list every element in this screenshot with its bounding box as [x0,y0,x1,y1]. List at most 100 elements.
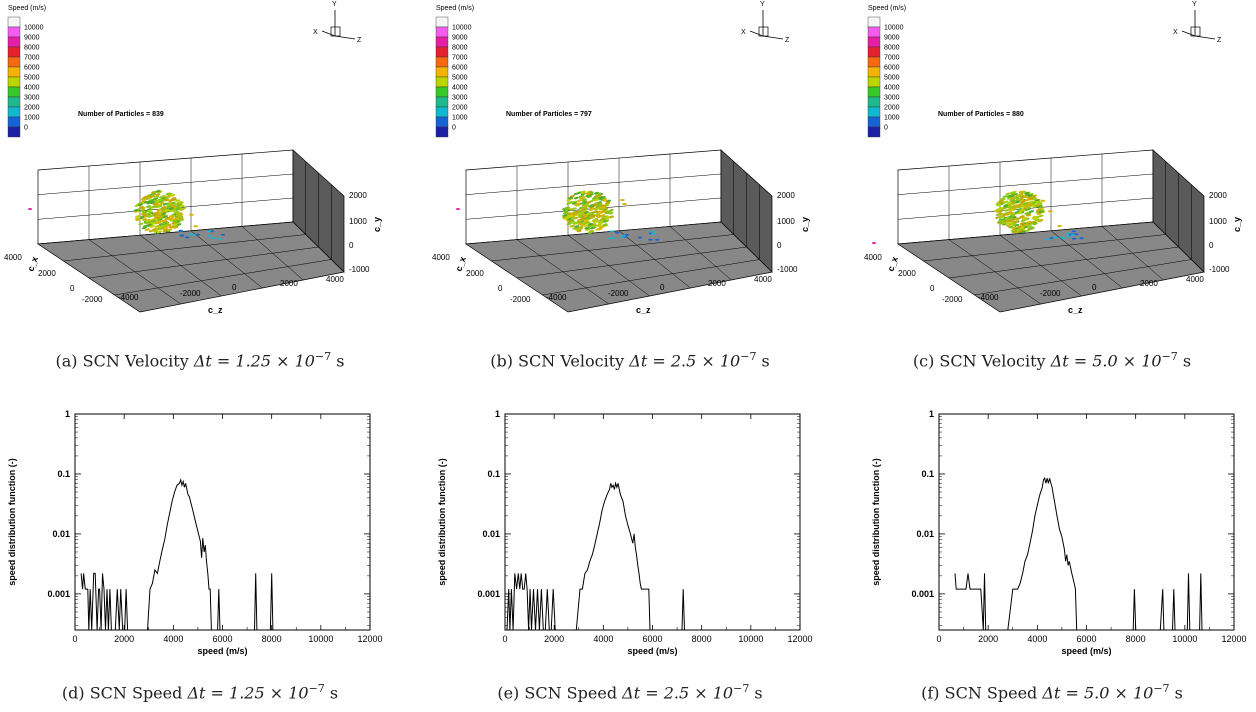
particle [655,238,660,241]
particle [154,195,160,199]
particle [1071,230,1076,233]
particle [1038,214,1044,218]
axis-tick-label-z: 2000 [708,279,726,288]
particle [573,222,579,225]
particle [584,192,590,195]
axis-tick-label-y: 1000 [349,217,367,226]
legend-swatch [867,26,881,38]
particle [163,225,169,229]
axis-tick-label-y: -1000 [777,265,798,274]
legend-swatch [7,126,21,138]
caption-exponent: −7 [308,682,325,695]
particle [573,196,579,200]
x-axis-title: speed (m/s) [197,646,247,656]
particle [1036,212,1042,216]
particle [585,194,591,198]
particle [599,210,605,213]
caption-unit: s [1174,683,1183,703]
back-wall-gridline [897,173,1154,195]
y-tick-label: 0.001 [47,589,70,599]
legend-swatch [867,46,881,58]
x-tick-label: 12000 [357,634,382,644]
particle [164,209,170,212]
caption-prefix: (b) SCN Velocity [490,351,625,371]
particle [567,196,574,200]
legend-tick-label: 7000 [24,55,40,62]
particle [580,218,586,221]
particle [598,225,604,229]
axis-title-z: c_z [636,305,651,315]
particle [168,199,174,202]
speed-chart-svg: 0 2000 4000 6000 8000 10000 12000 1 0.1 0.01 0.001… [7,409,383,656]
particle [1012,204,1018,207]
caption-unit: s [336,351,345,371]
x-tick-label: 2000 [114,634,134,644]
particle [997,212,1003,216]
legend-tick-label: 8000 [884,45,900,52]
legend-swatch [7,66,21,78]
particle [1017,203,1023,206]
caption-exponent: −7 [1153,682,1170,695]
x-tick-label: 10000 [738,634,763,644]
particle-plot-c: Speed (m/s) 10000 9000 8000 7000 6000 5000 4000… [860,0,1256,330]
axis-tick-label-z: 2000 [280,279,298,288]
particle [593,191,600,195]
particle [146,212,153,215]
particle [1011,216,1017,219]
particle [576,229,582,233]
particle [1024,212,1030,215]
y-tick-label: 1 [65,409,70,419]
triad-label-x: X [741,29,746,36]
legend-swatch [435,56,449,68]
particle [143,195,149,199]
particle [637,236,643,239]
particle [592,224,598,228]
particle [1021,230,1027,233]
x-tick-label: 12000 [787,634,812,644]
legend-tick-label: 0 [452,125,456,132]
axis-tick-label-z: -4000 [118,293,139,302]
particle [1025,229,1031,232]
particle [185,236,190,239]
legend-tick-label: 6000 [24,65,40,72]
triad-box [758,26,769,37]
back-wall-gridline [37,197,294,220]
legend-swatch [867,76,881,88]
caption-exponent: −7 [733,682,750,695]
series-line [506,481,800,631]
outlier-particle [872,242,876,244]
legend-tick-label: 9000 [24,35,40,42]
floor [464,221,773,313]
legend-swatch [7,116,21,128]
y-tick-label: 0.01 [52,529,70,539]
triad-axis-x [1181,30,1196,37]
particle [1033,217,1039,221]
legend-tick-label: 2000 [24,105,40,112]
particle [170,201,176,205]
legend-swatch [867,126,881,138]
particle [189,213,194,216]
triad-box [1190,26,1201,37]
legend-tick-label: 4000 [452,85,468,92]
particle [601,215,607,219]
triad-label-z: Z [357,37,362,44]
particle [591,219,597,222]
particle [161,212,167,216]
particle [150,193,156,196]
particle [143,224,149,228]
axis-tick-label-x: 0 [70,284,75,293]
particle [1047,210,1053,213]
x-tick-label: 6000 [212,634,232,644]
particle [1024,198,1030,202]
particle-plot-svg: Speed (m/s)10000900080007000600050004000… [4,1,382,315]
particle [583,211,589,214]
particle [1003,213,1009,216]
particle [571,207,577,210]
particle [163,198,169,201]
particle [1001,221,1007,225]
particle [1025,206,1031,209]
particle [1019,208,1025,212]
particle [1003,204,1009,208]
legend-swatch [7,36,21,48]
legend-tick-label: 7000 [884,55,900,62]
